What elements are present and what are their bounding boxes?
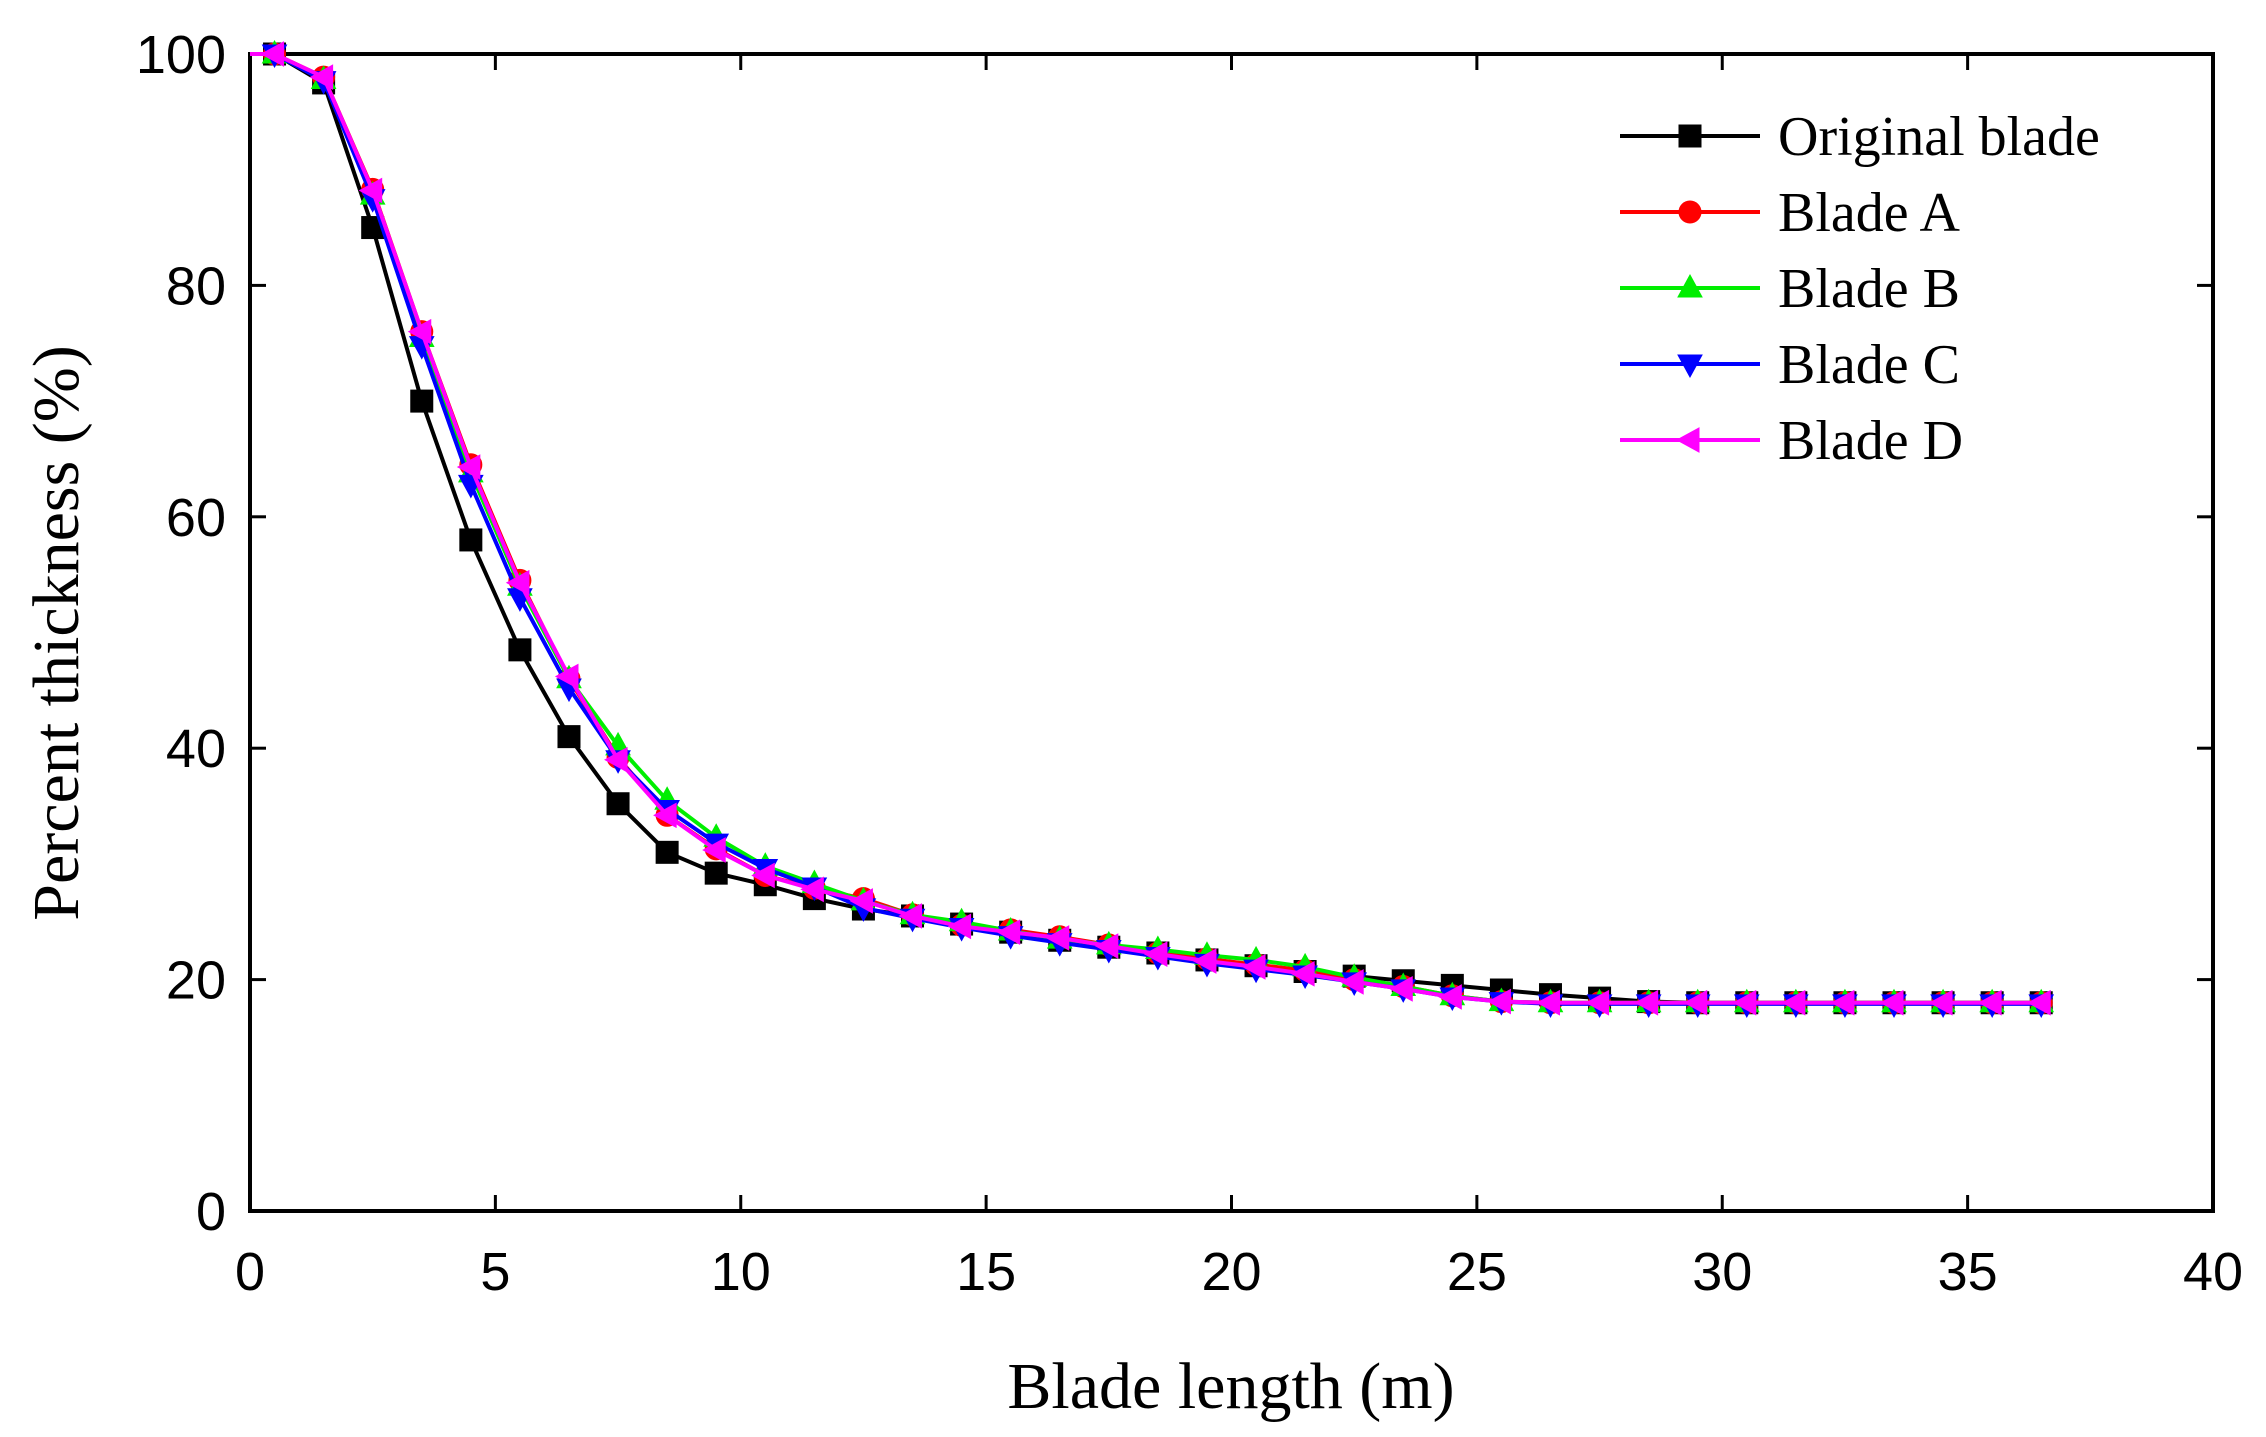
legend-item: Blade D bbox=[1620, 410, 1963, 472]
axis-ticks: 0 5 10 15 20 25 30 35 40 0 20 40 60 80 100 bbox=[136, 25, 2243, 1302]
data-point bbox=[1929, 989, 1953, 1016]
data-point bbox=[702, 837, 726, 863]
data-point bbox=[1340, 969, 1364, 995]
data-point bbox=[1879, 989, 1904, 1016]
series-line bbox=[250, 52, 2042, 1005]
legend-marker bbox=[1677, 273, 1703, 298]
legend-marker bbox=[1677, 354, 1703, 379]
series-line bbox=[250, 52, 2042, 1006]
series-blade-d bbox=[250, 41, 2051, 1016]
legend-label: Blade C bbox=[1778, 334, 1960, 396]
series-line bbox=[250, 52, 2042, 1005]
x-tick-label: 5 bbox=[480, 1242, 510, 1302]
data-point bbox=[947, 913, 972, 940]
data-point bbox=[1045, 925, 1070, 951]
x-tick-label: 30 bbox=[1692, 1242, 1752, 1302]
legend-item: Blade B bbox=[1620, 258, 1960, 320]
data-point bbox=[1389, 976, 1413, 1002]
data-point bbox=[898, 903, 923, 929]
data-point bbox=[260, 41, 285, 67]
data-point bbox=[1830, 989, 1855, 1016]
data-point bbox=[1143, 941, 1168, 967]
data-point bbox=[1585, 989, 1610, 1016]
legend-label: Blade A bbox=[1778, 182, 1961, 244]
data-point bbox=[604, 746, 628, 773]
data-point bbox=[554, 663, 579, 690]
data-point bbox=[1634, 989, 1659, 1016]
legend: Original blade Blade A Blade B Blade C Blade… bbox=[1620, 106, 2100, 472]
data-point bbox=[1241, 954, 1266, 980]
data-point bbox=[751, 862, 775, 889]
x-tick-label: 15 bbox=[956, 1242, 1016, 1302]
data-point bbox=[606, 792, 630, 816]
data-point bbox=[1094, 933, 1119, 959]
data-point bbox=[1438, 984, 1462, 1010]
y-tick-label: 60 bbox=[166, 488, 226, 548]
data-point bbox=[557, 725, 581, 749]
y-tick-label: 100 bbox=[136, 25, 226, 85]
data-point bbox=[800, 876, 824, 903]
data-point bbox=[1978, 989, 2002, 1016]
y-axis-title: Percent thickness (%) bbox=[20, 345, 93, 920]
data-point bbox=[508, 638, 532, 662]
data-point bbox=[1487, 988, 1511, 1015]
data-point bbox=[2027, 989, 2051, 1016]
data-point bbox=[407, 318, 432, 345]
legend-label: Blade D bbox=[1778, 410, 1963, 472]
y-tick-label: 0 bbox=[196, 1182, 226, 1242]
data-point bbox=[1781, 989, 1806, 1016]
series-layer bbox=[250, 39, 2055, 1018]
y-tick-label: 20 bbox=[166, 951, 226, 1011]
data-point bbox=[456, 454, 481, 480]
data-point bbox=[1536, 989, 1560, 1016]
x-tick-label: 20 bbox=[1201, 1242, 1261, 1302]
data-point bbox=[849, 888, 873, 914]
legend-item: Blade A bbox=[1620, 182, 1961, 244]
x-tick-label: 40 bbox=[2183, 1242, 2243, 1302]
data-point bbox=[410, 389, 434, 413]
data-point bbox=[505, 569, 530, 596]
x-tick-label: 10 bbox=[711, 1242, 771, 1302]
x-axis-title: Blade length (m) bbox=[1007, 1350, 1454, 1423]
legend-label: Blade B bbox=[1778, 258, 1960, 320]
data-point bbox=[1732, 989, 1757, 1016]
y-tick-label: 40 bbox=[166, 719, 226, 779]
legend-label: Original blade bbox=[1778, 106, 2100, 168]
data-point bbox=[1192, 948, 1217, 974]
series-line bbox=[250, 52, 2042, 1005]
y-tick-label: 80 bbox=[166, 256, 226, 316]
data-point bbox=[653, 802, 677, 829]
x-tick-label: 0 bbox=[235, 1242, 265, 1302]
data-point bbox=[309, 64, 334, 90]
data-point bbox=[459, 528, 483, 552]
data-point bbox=[996, 919, 1021, 946]
x-tick-label: 35 bbox=[1938, 1242, 1998, 1302]
data-point bbox=[1291, 960, 1315, 987]
legend-marker bbox=[1678, 200, 1702, 224]
data-point bbox=[358, 177, 383, 204]
data-point bbox=[655, 840, 679, 864]
data-point bbox=[1683, 989, 1708, 1016]
legend-item: Original blade bbox=[1620, 106, 2100, 168]
legend-marker bbox=[1678, 124, 1702, 148]
data-point bbox=[704, 861, 728, 885]
series-line bbox=[250, 52, 2042, 1005]
x-tick-label: 25 bbox=[1447, 1242, 1507, 1302]
legend-marker bbox=[1675, 427, 1700, 453]
legend-item: Blade C bbox=[1620, 334, 1960, 396]
